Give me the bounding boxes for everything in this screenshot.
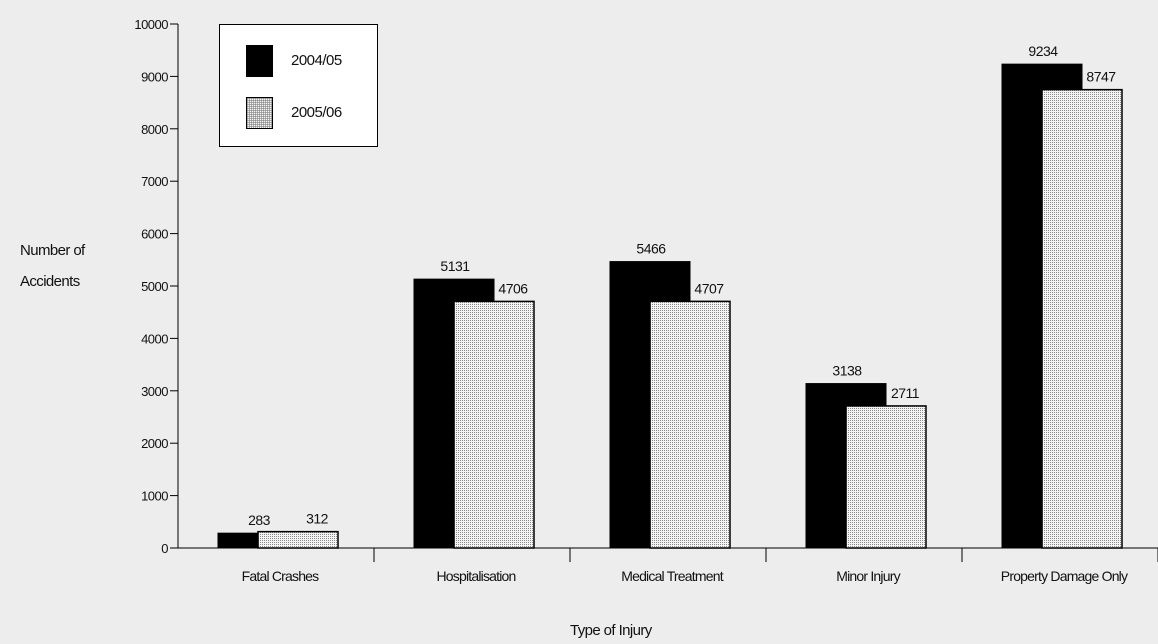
legend: 2004/05 2005/06 (219, 24, 378, 147)
data-label: 5131 (440, 258, 470, 274)
x-tick-label: Hospitalisation (436, 568, 515, 584)
data-label: 312 (306, 511, 329, 527)
y-axis-title-line-2: Accidents (20, 273, 80, 290)
y-tick-label: 6000 (141, 227, 168, 242)
data-label: 9234 (1028, 43, 1058, 59)
data-label: 4706 (498, 280, 528, 296)
y-tick-label: 8000 (141, 122, 168, 137)
legend-swatch-2005-06 (246, 97, 273, 129)
y-tick-label: 5000 (141, 279, 168, 294)
data-label: 283 (248, 512, 271, 528)
y-axis-title: Number of Accidents (20, 235, 85, 297)
data-label: 5466 (636, 241, 666, 257)
legend-label-2004-05: 2004/05 (291, 52, 342, 69)
x-axis-title: Type of Injury (570, 622, 652, 639)
bar-2005-06-fatal-crashes (257, 530, 339, 549)
bar-2005-06-minor-injury (845, 405, 927, 549)
y-tick-label: 7000 (141, 174, 168, 189)
x-tick-label: Fatal Crashes (242, 568, 320, 584)
data-label: 8747 (1086, 69, 1116, 85)
x-tick-label: Medical Treatment (621, 568, 723, 584)
data-label: 3138 (832, 363, 862, 379)
data-label: 4707 (694, 280, 724, 296)
bars (217, 63, 1123, 549)
y-axis-title-line-1: Number of (20, 242, 85, 259)
x-tick-label: Minor Injury (836, 568, 900, 584)
axes: 0 1000 2000 3000 4000 5000 6000 7000 8000 9000 100… (134, 17, 1158, 584)
y-tick-label: 3000 (141, 384, 168, 399)
data-label: 2711 (891, 385, 920, 401)
y-tick-label: 4000 (141, 331, 168, 346)
y-tick-label: 10000 (134, 17, 168, 32)
x-tick-label: Property Damage Only (1001, 568, 1128, 584)
y-tick-label: 0 (161, 541, 168, 556)
data-labels: 283 312 5131 4706 5466 4707 3138 2711 9234 8747 (248, 43, 1117, 528)
bar-2005-06-medical-treatment (649, 300, 731, 549)
legend-swatch-2004-05 (246, 45, 273, 77)
bar-2005-06-property-damage-only (1041, 88, 1123, 549)
y-tick-label: 2000 (141, 436, 168, 451)
y-tick-label: 1000 (141, 489, 168, 504)
bar-2005-06-hospitalisation (453, 300, 535, 549)
y-tick-label: 9000 (141, 69, 168, 84)
legend-label-2005-06: 2005/06 (291, 104, 342, 121)
